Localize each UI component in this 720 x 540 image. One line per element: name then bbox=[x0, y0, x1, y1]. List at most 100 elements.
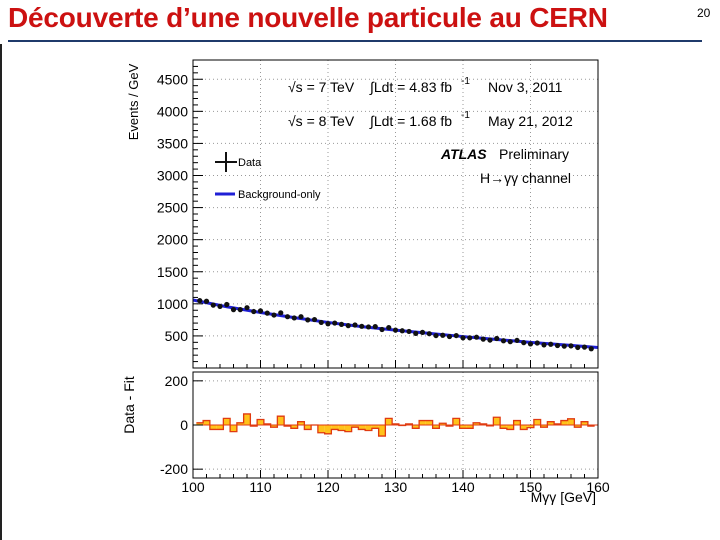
data-point bbox=[291, 315, 297, 321]
residual-bar bbox=[385, 418, 393, 425]
annotation-sqrt-s-7: √s = 7 TeV bbox=[288, 79, 355, 95]
data-point bbox=[338, 321, 345, 327]
data-point bbox=[581, 344, 588, 350]
residual-bar bbox=[216, 425, 224, 430]
residual-bar bbox=[236, 422, 244, 425]
residual-bar bbox=[290, 425, 298, 429]
data-point bbox=[197, 298, 203, 304]
y-tick-label: 3500 bbox=[157, 135, 188, 151]
residual-bar bbox=[527, 425, 534, 428]
data-point bbox=[264, 310, 270, 316]
residual-bar bbox=[351, 425, 359, 428]
title-underline bbox=[8, 40, 702, 42]
y-tick-label: 1000 bbox=[157, 296, 188, 312]
residual-bar bbox=[574, 425, 582, 428]
data-point bbox=[521, 340, 527, 346]
data-point bbox=[210, 302, 216, 308]
y-tick-label: 2500 bbox=[157, 200, 188, 216]
data-point bbox=[271, 312, 277, 318]
annotation-lumi-2012-exponent: -1 bbox=[461, 110, 470, 121]
y-tick-label: 2000 bbox=[157, 232, 188, 248]
annotation-lumi-2012: ∫Ldt = 1.68 fb bbox=[369, 113, 452, 129]
data-point bbox=[440, 332, 446, 338]
residual-bar bbox=[412, 425, 420, 429]
data-point bbox=[473, 334, 480, 340]
residual-bar bbox=[560, 420, 568, 425]
data-point bbox=[325, 321, 331, 327]
axes-layer: 100 110 120 130 140 150 1605001000150020002500… bbox=[157, 59, 610, 495]
data-point bbox=[359, 323, 365, 329]
data-point bbox=[494, 335, 500, 342]
data-point bbox=[257, 308, 264, 314]
residual-bar bbox=[243, 413, 251, 425]
residual-bar bbox=[459, 425, 467, 429]
residual-bar bbox=[452, 418, 460, 425]
residual-bar bbox=[223, 418, 231, 425]
residual-bar bbox=[493, 417, 501, 425]
data-point bbox=[413, 330, 419, 336]
y-tick-label: 4500 bbox=[157, 71, 188, 87]
status-label: Preliminary bbox=[499, 146, 569, 162]
residual-bar bbox=[371, 425, 379, 429]
residual-bar bbox=[547, 421, 555, 425]
ratio-y-axis-label: Data - Fit bbox=[121, 376, 137, 434]
residual-bar bbox=[304, 425, 312, 430]
x-tick-label: 140 bbox=[451, 479, 475, 495]
residual-bar bbox=[297, 421, 305, 425]
data-point bbox=[561, 343, 567, 349]
y-tick-label: 1500 bbox=[157, 264, 188, 280]
legend-data-label: Data bbox=[238, 157, 262, 169]
residual-bar bbox=[500, 425, 507, 429]
residual-bar bbox=[344, 425, 352, 432]
data-point bbox=[298, 314, 304, 320]
data-point bbox=[527, 341, 534, 347]
residual-bar bbox=[439, 423, 447, 425]
residual-bar bbox=[533, 419, 541, 425]
data-point bbox=[460, 335, 466, 341]
residual-bar bbox=[419, 420, 426, 425]
residual-bar bbox=[540, 425, 548, 428]
y-axis-label: Events / GeV bbox=[126, 63, 141, 140]
x-tick-label: 130 bbox=[384, 479, 408, 495]
annotation-date-2011: Nov 3, 2011 bbox=[488, 79, 563, 95]
legend-background-label: Background-only bbox=[238, 189, 321, 201]
data-point bbox=[379, 326, 385, 333]
residual-bar bbox=[317, 425, 325, 433]
data-point bbox=[575, 344, 581, 351]
main-plot-frame bbox=[192, 59, 599, 369]
x-tick-label: 120 bbox=[316, 479, 340, 495]
data-point bbox=[251, 308, 257, 315]
data-point bbox=[278, 310, 284, 316]
data-point bbox=[284, 314, 291, 320]
y-tick-label: 4000 bbox=[157, 103, 188, 119]
data-point bbox=[507, 339, 513, 345]
residual-bar bbox=[567, 418, 575, 425]
residual-histogram bbox=[193, 413, 598, 437]
data-point bbox=[244, 305, 250, 311]
residual-bar bbox=[324, 425, 332, 434]
data-point bbox=[372, 324, 378, 330]
data-point bbox=[224, 301, 230, 308]
slide-title: Découverte d’une nouvelle particule au C… bbox=[8, 2, 608, 33]
residual-bar bbox=[203, 420, 210, 425]
data-point bbox=[446, 333, 453, 340]
data-point bbox=[541, 342, 547, 348]
legend: Data Background-only bbox=[215, 152, 321, 201]
data-point bbox=[480, 336, 486, 342]
data-point bbox=[386, 324, 392, 331]
residual-bar bbox=[365, 425, 372, 431]
residual-bar bbox=[378, 425, 386, 437]
residual-bar bbox=[513, 420, 521, 425]
residual-bar bbox=[358, 425, 366, 430]
data-point bbox=[217, 303, 223, 309]
channel-label: H→γγ channel bbox=[480, 170, 571, 186]
data-point bbox=[203, 298, 210, 304]
ratio-y-tick-label: 200 bbox=[165, 373, 189, 389]
residual-bar bbox=[520, 425, 528, 430]
slide-number: 20 bbox=[697, 6, 711, 20]
data-point bbox=[399, 328, 405, 334]
annotation-lumi-2011: ∫Ldt = 4.83 fb bbox=[369, 79, 452, 95]
data-point bbox=[419, 329, 426, 335]
ratio-y-tick-label: 0 bbox=[180, 417, 188, 433]
